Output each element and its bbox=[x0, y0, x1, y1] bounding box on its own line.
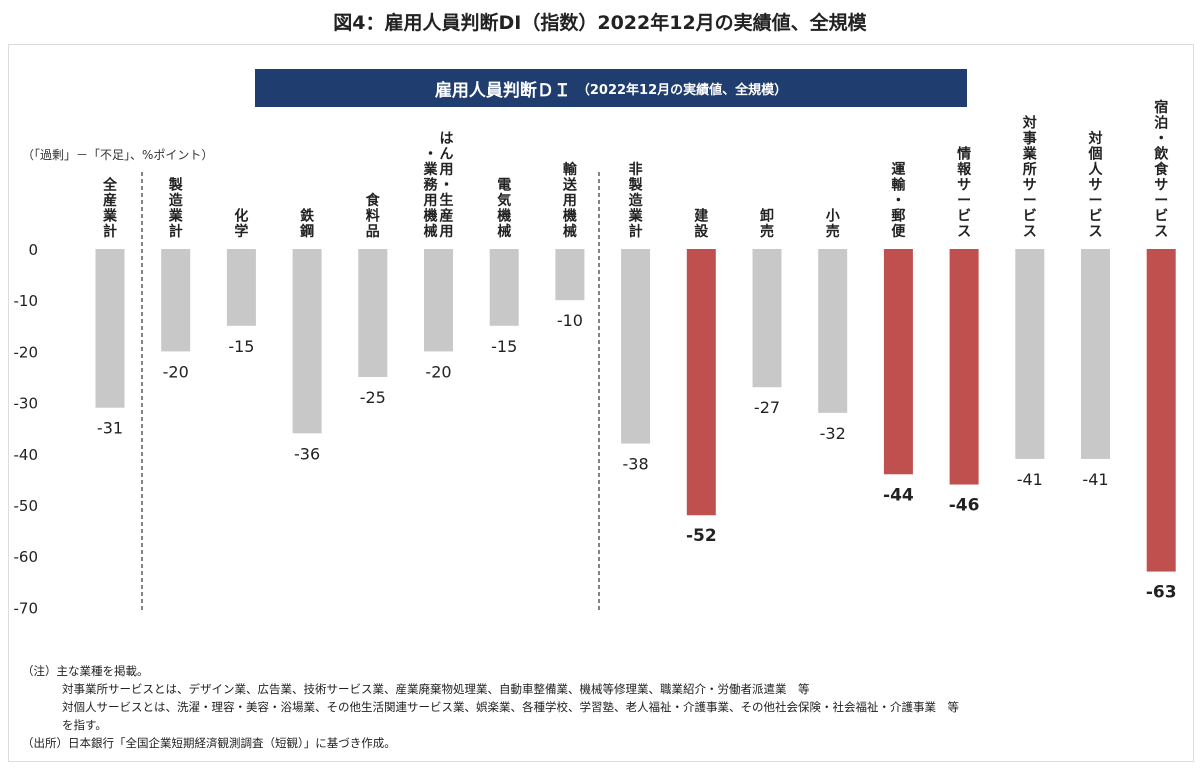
note-business-services: 対事業所サービスとは、デザイン業、広告業、技術サービス業、産業廃棄物処理業、自動… bbox=[62, 682, 810, 696]
note-source: （出所）日本銀行「全国企業短期経済観測調査（短観）」に基づき作成。 bbox=[22, 736, 396, 750]
footnotes: （注）主な業種を掲載。 対事業所サービスとは、デザイン業、広告業、技術サービス業… bbox=[22, 662, 959, 752]
note-personal-services: 対個人サービスとは、洗濯・理容・美容・浴場業、その他生活関連サービス業、娯楽業、… bbox=[62, 700, 959, 714]
banner-title: 雇用人員判断ＤＩ bbox=[434, 80, 571, 101]
note-continuation: を指す。 bbox=[62, 718, 107, 732]
banner-subtitle: （2022年12月の実績値、全規模） bbox=[576, 82, 788, 98]
chart-banner: 雇用人員判断ＤＩ （2022年12月の実績値、全規模） bbox=[255, 69, 967, 107]
y-axis-unit-label: （「過剰」－「不足」、%ポイント） bbox=[22, 148, 214, 162]
chart-panel bbox=[8, 44, 1194, 762]
note-main: （注）主な業種を掲載。 bbox=[22, 664, 149, 678]
page-title: 図4：雇用人員判断DI（指数）2022年12月の実績値、全規模 bbox=[333, 12, 867, 34]
